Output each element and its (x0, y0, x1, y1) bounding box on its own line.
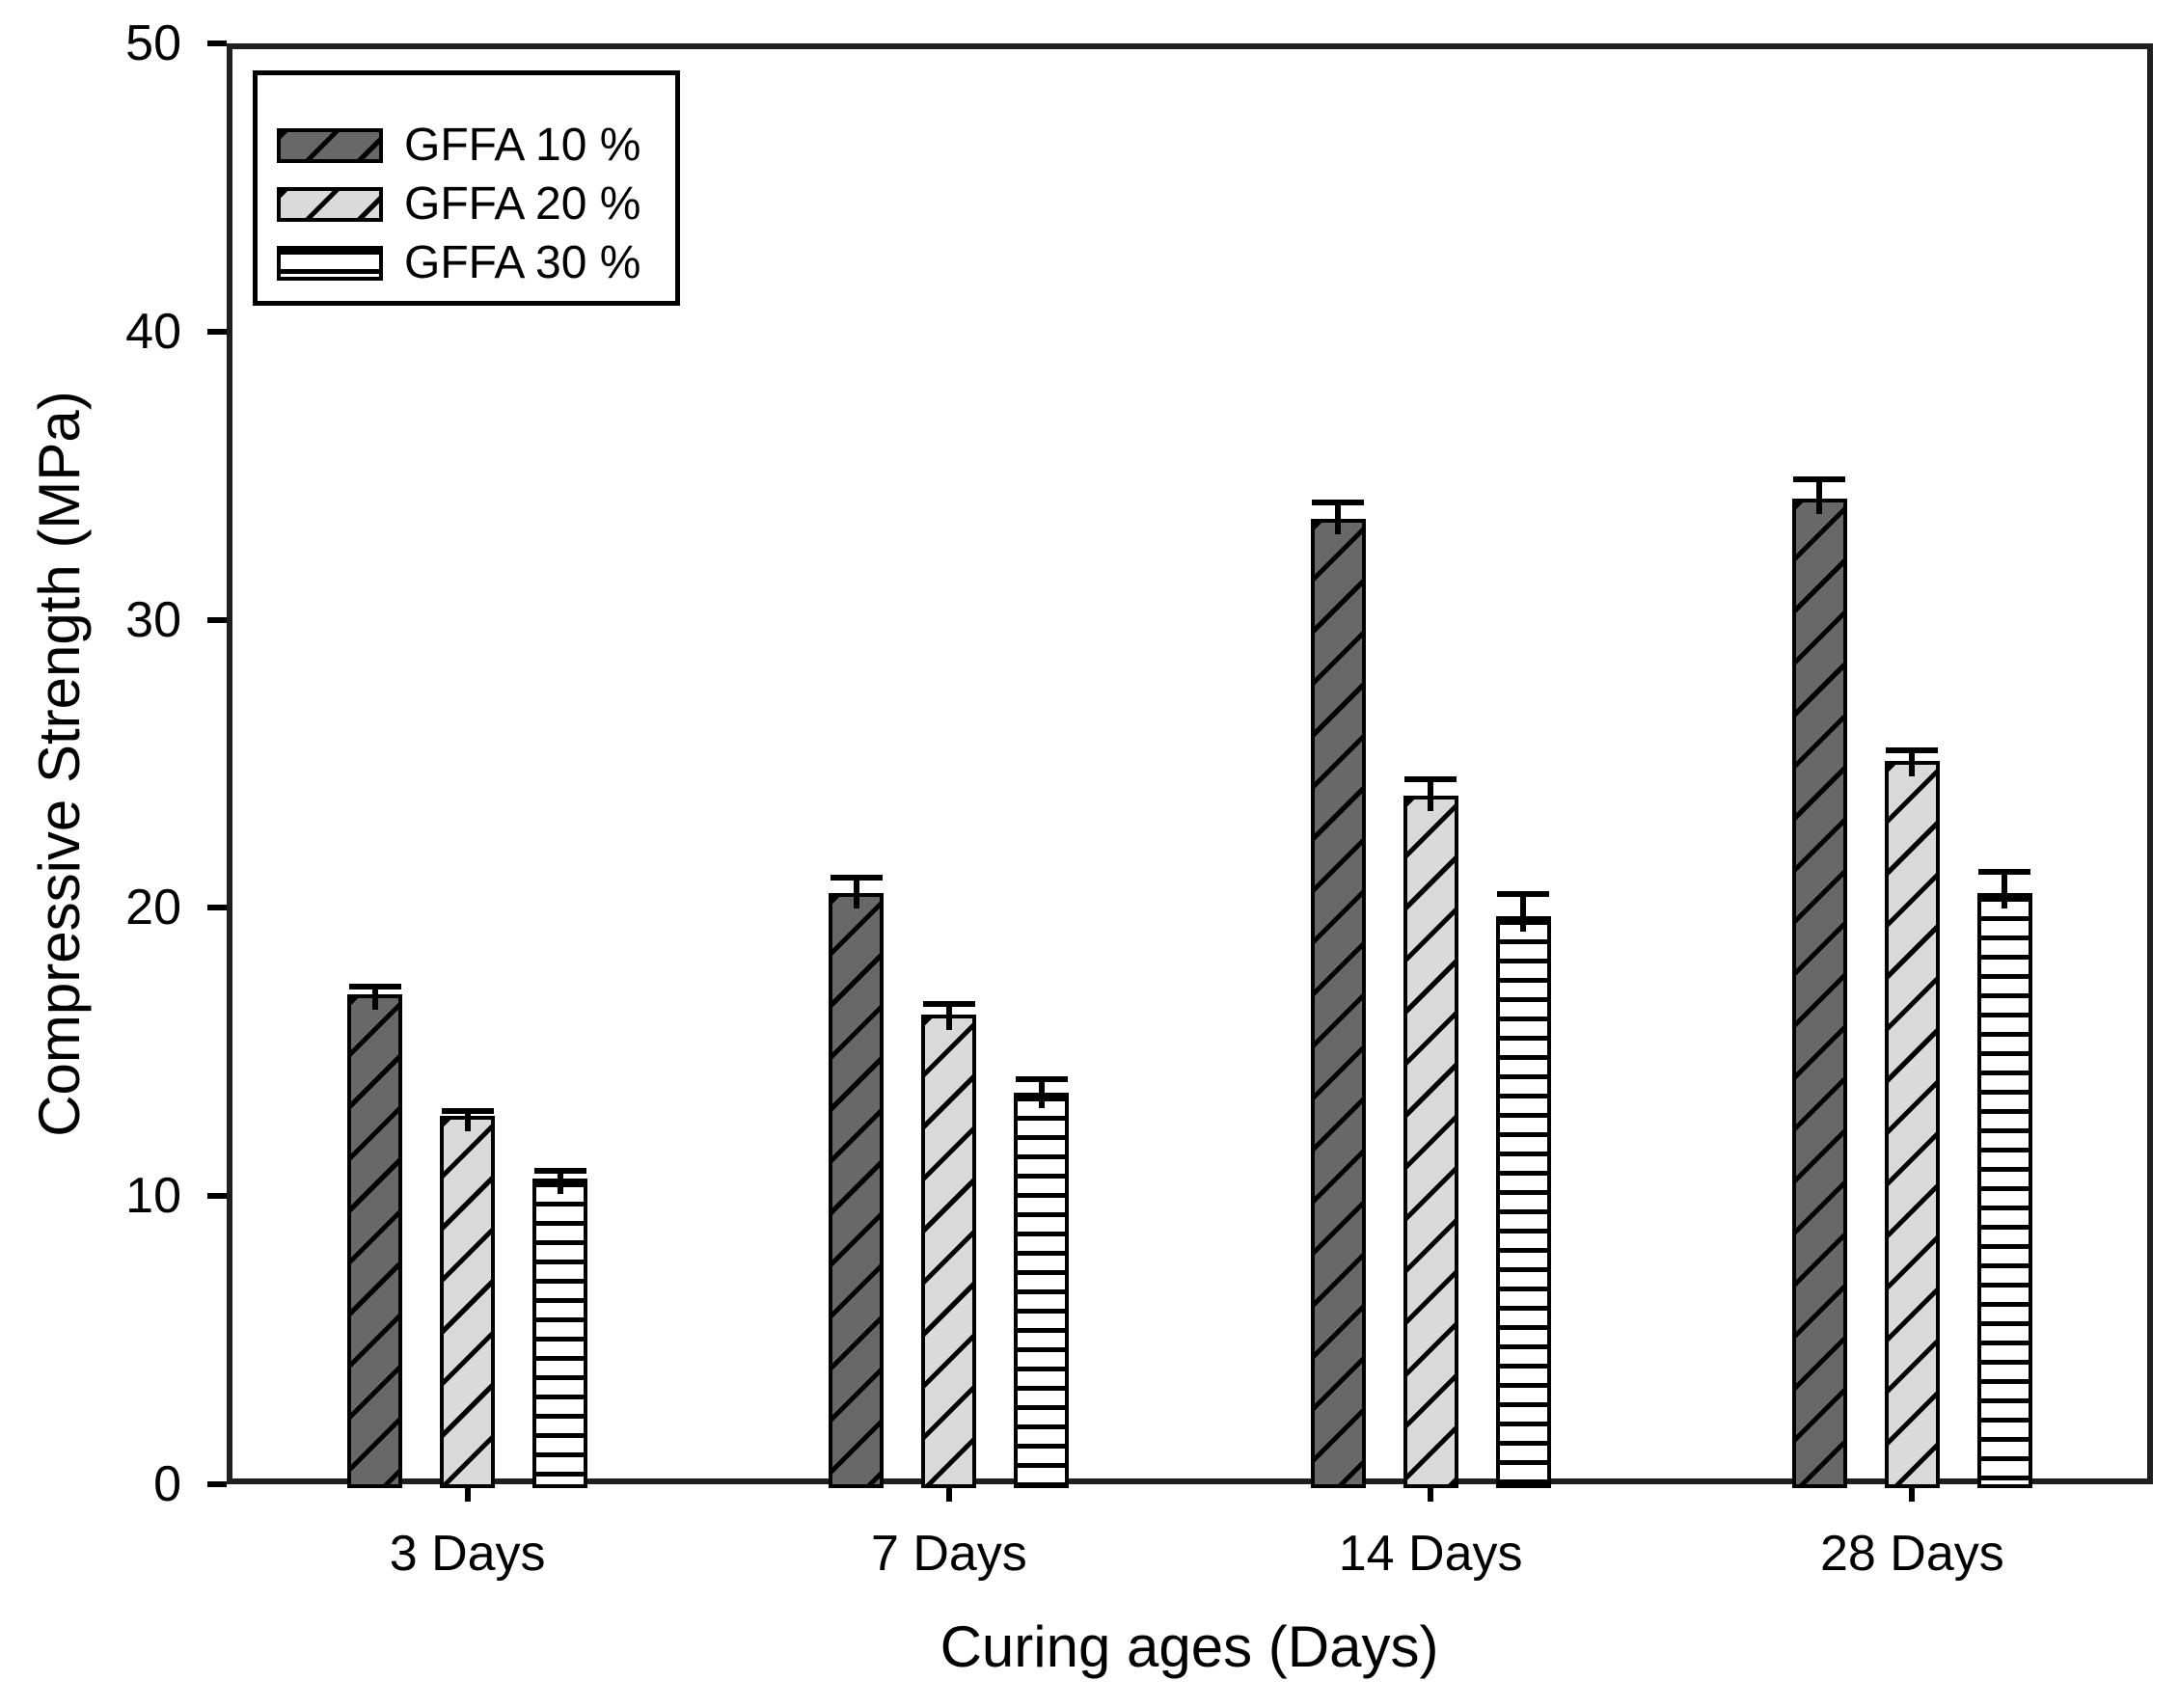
error-bar-cap (1793, 476, 1846, 483)
error-bar-stem (1816, 481, 1823, 515)
bar-gffa-30--3-days (532, 1179, 588, 1488)
bar-gffa-30--28-days (1976, 893, 2032, 1488)
error-bar-stem (2002, 873, 2008, 909)
y-axis-title: Compressive Strength (MPa) (27, 391, 92, 1137)
plot-frame (227, 43, 2153, 1484)
error-bar-cap (533, 1168, 586, 1175)
y-tick (207, 41, 227, 46)
x-axis-title: Curing ages (Days) (940, 1614, 1439, 1679)
y-tick (207, 1193, 227, 1200)
y-tick-label: 40 (125, 303, 181, 360)
legend-row: GFFA 20 % (277, 175, 675, 233)
y-tick (207, 905, 227, 911)
legend: GFFA 10 % GFFA 20 % GFFA 30 % (253, 70, 680, 306)
error-bar-stem (1520, 896, 1527, 933)
error-bar-stem (1909, 752, 1916, 776)
x-tick-label: 7 Days (870, 1526, 1027, 1582)
x-tick (1909, 1484, 1916, 1502)
legend-row: GFFA 10 % (277, 116, 675, 175)
y-tick-label: 20 (125, 880, 181, 936)
bar-gffa-20--28-days (1884, 761, 1940, 1488)
x-tick (1428, 1484, 1434, 1502)
x-tick (464, 1484, 471, 1502)
bar-gffa-30--14-days (1495, 916, 1551, 1488)
bar-gffa-10--7-days (829, 893, 885, 1488)
x-tick-label: 14 Days (1338, 1526, 1523, 1582)
error-bar-stem (945, 1005, 952, 1030)
y-tick-label: 30 (125, 591, 181, 648)
error-bar-cap (1497, 891, 1550, 898)
error-bar-stem (464, 1112, 471, 1131)
x-tick (945, 1484, 952, 1502)
bar-gffa-10--14-days (1310, 519, 1366, 1488)
legend-swatch-gffa-20- (277, 186, 383, 222)
legend-swatch-gffa-10- (277, 127, 383, 163)
error-bar-stem (371, 989, 378, 1011)
error-bar-cap (922, 1000, 975, 1007)
bar-gffa-10--28-days (1791, 499, 1847, 1488)
legend-swatch-gffa-30- (277, 245, 383, 281)
y-tick (207, 1481, 227, 1487)
legend-label: GFFA 30 % (404, 236, 641, 288)
error-bar-cap (1978, 868, 2031, 875)
x-tick-label: 28 Days (1819, 1526, 2004, 1582)
error-bar-stem (557, 1173, 563, 1195)
error-bar-cap (1015, 1075, 1068, 1082)
bar-gffa-10--3-days (347, 994, 403, 1488)
error-bar-cap (830, 874, 883, 881)
error-bar-cap (441, 1107, 494, 1114)
y-tick (207, 328, 227, 335)
error-bar-stem (1335, 504, 1342, 535)
x-tick-label: 3 Days (389, 1526, 546, 1582)
legend-label: GFFA 20 % (404, 177, 641, 230)
legend-label: GFFA 10 % (404, 119, 641, 171)
y-tick-label: 10 (125, 1168, 181, 1225)
error-bar-cap (1404, 775, 1457, 782)
legend-row: GFFA 30 % (277, 233, 675, 292)
y-tick-label: 0 (153, 1456, 181, 1512)
error-bar-stem (853, 879, 859, 909)
y-tick (207, 616, 227, 623)
error-bar-cap (1312, 500, 1365, 506)
bar-gffa-30--7-days (1014, 1092, 1070, 1488)
bar-gffa-20--7-days (921, 1014, 977, 1488)
bar-gffa-20--3-days (440, 1115, 496, 1488)
error-bar-stem (1428, 780, 1434, 811)
bar-gffa-20--14-days (1403, 795, 1458, 1488)
error-bar-cap (1886, 747, 1939, 754)
y-tick-label: 50 (125, 15, 181, 71)
error-bar-stem (1038, 1080, 1045, 1108)
error-bar-cap (348, 984, 401, 990)
